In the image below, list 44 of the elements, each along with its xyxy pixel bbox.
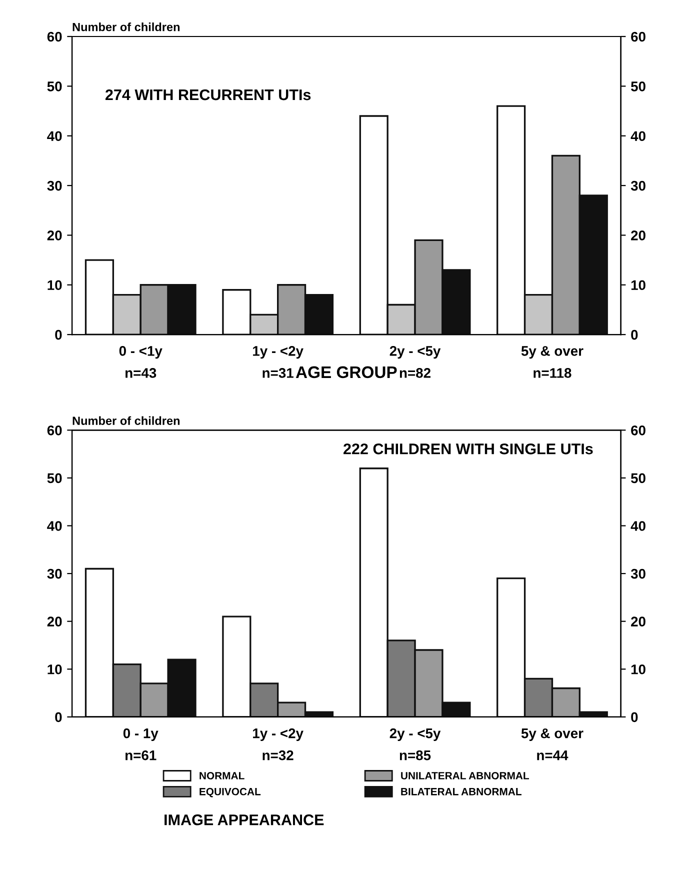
x-tick-label: 2y - <5y n=85 [390,728,441,760]
y-tick-label: 10 [48,664,62,674]
y2-tick-label: 50 [630,473,646,484]
annotation: 222 CHILDREN WITH SINGLE UTIs [344,444,593,454]
x-tick-label: 1y - <2y n=32 [253,728,304,760]
x-tick-label: 0 - 1y n=61 [123,728,158,760]
y-tick-label: 20 [47,616,62,627]
y2-tick-label: 10 [631,280,646,290]
y-tick-label: 40 [47,131,62,142]
y2-tick-label: 0 [631,330,638,340]
y-tick-label: 40 [47,521,62,531]
legend-label: NORMAL [200,772,244,780]
y2-tick-label: 20 [631,230,646,240]
y2-tick-label: 20 [631,616,646,627]
y-axis-title: Number of children [72,416,180,425]
y-tick-label: 60 [47,32,62,42]
y2-tick-label: 40 [630,521,646,531]
legend-label: BILATERAL ABNORMAL [401,788,522,796]
x-tick-label: 5y & over n=44 [521,728,584,760]
y2-tick-label: 50 [630,82,646,92]
annotation: 274 WITH RECURRENT UTIs [105,89,311,100]
y-tick-label: 50 [47,473,62,484]
x-axis-title: AGE GROUP [296,366,397,378]
x-tick-label: 5y & over n=118 [521,346,584,378]
legend-label: UNILATERAL ABNORMAL [401,772,529,780]
y2-tick-label: 30 [630,568,646,579]
y2-tick-label: 60 [631,425,646,436]
y2-tick-label: 40 [630,131,646,142]
legend-label: EQUIVOCAL [200,788,261,798]
y2-tick-label: 30 [630,180,646,191]
y-tick-label: 0 [55,330,62,340]
y2-tick-label: 60 [631,32,646,42]
y-tick-label: 30 [47,568,62,579]
y-tick-label: 20 [47,230,62,240]
y2-tick-label: 10 [631,664,646,674]
y2-tick-label: 0 [631,712,638,722]
y-tick-label: 0 [55,712,62,722]
y-tick-label: 30 [47,180,62,191]
legend-title: IMAGE APPEARANCE [164,814,324,826]
y-tick-label: 10 [48,280,62,290]
y-axis-title: Number of children [72,22,180,32]
y-tick-label: 60 [47,425,62,436]
x-tick-label: 0 - <1y n=43 [119,346,162,378]
y-tick-label: 50 [47,82,62,92]
